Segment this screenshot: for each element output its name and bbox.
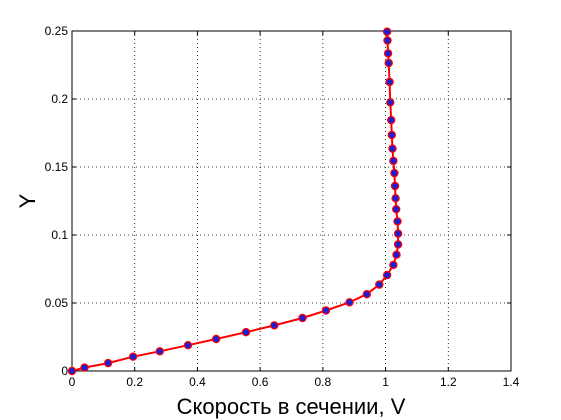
data-point	[103, 358, 113, 368]
y-tick-labels: 0 0.05 0.1 0.15 0.2 0.25	[45, 24, 69, 378]
data-point	[392, 250, 401, 259]
y-tick-label: 0.1	[51, 228, 68, 242]
data-point	[383, 49, 393, 58]
data-point	[80, 363, 89, 372]
data-point	[389, 156, 398, 166]
data-point	[382, 27, 392, 36]
data-point	[67, 366, 77, 376]
plot-background	[72, 31, 511, 371]
y-tick-label: 0.05	[45, 296, 69, 310]
data-point	[128, 352, 138, 361]
data-point	[384, 58, 393, 68]
data-point	[393, 217, 402, 226]
data-point	[390, 168, 399, 178]
x-tick-label: 0.4	[189, 375, 206, 389]
data-point	[387, 115, 396, 125]
plot-frame	[71, 30, 512, 372]
x-tick-label: 1	[382, 375, 389, 389]
data-point	[382, 270, 392, 280]
x-tick-label: 0.2	[126, 375, 143, 389]
series-line	[71, 31, 400, 372]
data-point	[270, 321, 279, 330]
data-point	[387, 130, 396, 140]
y-tick-label: 0	[61, 364, 68, 378]
data-point	[211, 334, 221, 344]
data-point	[383, 36, 392, 45]
x-axis-title: Скорость в сечении, V	[177, 394, 406, 419]
data-point	[386, 98, 395, 107]
data-point	[392, 204, 401, 214]
data-point	[241, 328, 251, 337]
x-tick-label: 1.2	[440, 375, 457, 389]
y-axis-title: Y	[15, 193, 40, 208]
grid	[72, 31, 511, 371]
x-tick-label: 1.4	[503, 375, 520, 389]
series-group	[67, 27, 403, 376]
y-tick-label: 0.15	[45, 160, 69, 174]
data-point	[390, 181, 400, 191]
data-point	[375, 280, 384, 289]
data-point	[388, 144, 397, 153]
x-tick-label: 0.8	[315, 375, 332, 389]
data-point	[155, 347, 164, 356]
data-point	[389, 260, 398, 270]
y-tick-label: 0.2	[51, 92, 68, 106]
data-point	[385, 77, 394, 87]
data-point	[393, 240, 403, 249]
x-tick-labels: 0 0.2 0.4 0.6 0.8 1 1.2 1.4	[69, 375, 520, 389]
data-point	[183, 341, 193, 350]
data-point	[362, 290, 371, 299]
data-point	[298, 313, 307, 323]
x-tick-label: 0.6	[252, 375, 269, 389]
data-point	[393, 229, 403, 238]
y-tick-label: 0.25	[45, 24, 69, 38]
data-point	[345, 298, 354, 307]
data-point	[391, 194, 400, 203]
x-tick-label: 0	[69, 375, 76, 389]
data-point	[321, 306, 331, 315]
